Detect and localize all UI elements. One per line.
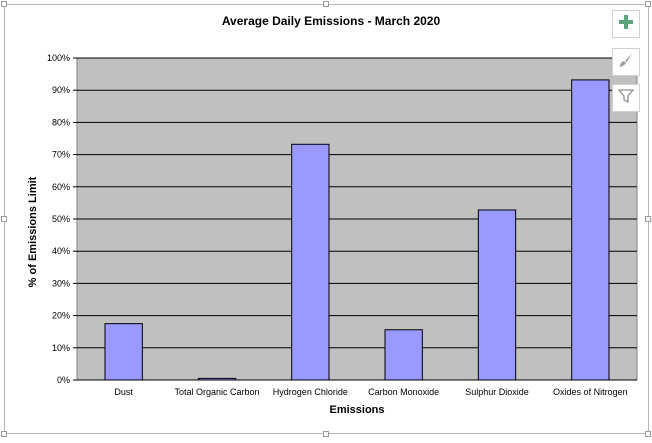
x-category-label: Dust	[114, 387, 133, 397]
x-category-label: Sulphur Dioxide	[465, 387, 529, 397]
bar-total-organic-carbon[interactable]	[197, 377, 237, 381]
chart-title: Average Daily Emissions - March 2020	[221, 14, 441, 28]
resize-handle-bottom-right[interactable]	[645, 431, 651, 437]
chart-filters-button[interactable]	[612, 84, 640, 112]
chart-styles-button[interactable]	[612, 48, 640, 76]
resize-handle-top-left[interactable]	[1, 1, 7, 7]
y-tick-label: 70%	[52, 150, 70, 160]
y-tick-label: 80%	[52, 117, 70, 127]
bar-carbon-monoxide[interactable]	[384, 329, 423, 381]
resize-handle-left[interactable]	[1, 216, 7, 222]
resize-handle-top-right[interactable]	[645, 1, 651, 7]
x-category-label: Carbon Monoxide	[368, 387, 439, 397]
bar-dust[interactable]	[104, 323, 143, 381]
plus-icon	[618, 14, 634, 35]
y-tick-label: 90%	[52, 85, 70, 95]
brush-icon	[617, 51, 635, 74]
resize-handle-bottom[interactable]	[323, 431, 329, 437]
bar-oxides-of-nitrogen[interactable]	[571, 79, 610, 381]
y-tick-label: 60%	[52, 182, 70, 192]
y-tick-label: 10%	[52, 343, 70, 353]
y-tick-label: 0%	[57, 375, 70, 385]
resize-handle-right[interactable]	[645, 216, 651, 222]
y-tick-label: 100%	[47, 53, 70, 63]
y-tick-label: 50%	[52, 214, 70, 224]
x-axis-title: Emissions	[329, 404, 384, 416]
x-category-label: Total Organic Carbon	[174, 387, 259, 397]
x-category-label: Oxides of Nitrogen	[553, 387, 628, 397]
filter-icon	[617, 88, 635, 109]
add-chart-element-button[interactable]	[612, 10, 640, 38]
y-axis-title: % of Emissions Limit	[27, 176, 39, 287]
bar-hydrogen-chloride[interactable]	[291, 143, 330, 381]
y-tick-label: 30%	[52, 278, 70, 288]
bar-sulphur-dioxide[interactable]	[477, 209, 517, 381]
y-tick-label: 20%	[52, 311, 70, 321]
resize-handle-top[interactable]	[323, 1, 329, 7]
resize-handle-bottom-left[interactable]	[1, 431, 7, 437]
y-tick-label: 40%	[52, 246, 70, 256]
x-category-label: Hydrogen Chloride	[273, 387, 348, 397]
